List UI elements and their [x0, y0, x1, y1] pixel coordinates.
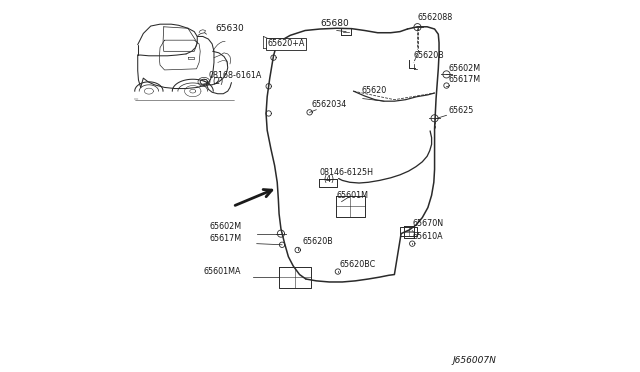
Text: 65670N: 65670N [412, 219, 444, 228]
Text: J656007N: J656007N [453, 356, 497, 365]
Text: (4): (4) [323, 175, 334, 184]
Text: 08146-6125H: 08146-6125H [319, 168, 373, 177]
Text: 65617M: 65617M [209, 234, 241, 243]
Text: 65602M: 65602M [209, 222, 241, 231]
Text: 65617M: 65617M [449, 75, 481, 84]
Text: 65620+A: 65620+A [267, 39, 305, 48]
Text: 65601MA: 65601MA [204, 267, 241, 276]
Text: 65630: 65630 [215, 25, 244, 33]
Text: 65625: 65625 [449, 106, 474, 115]
Text: 65680: 65680 [321, 19, 349, 28]
Text: 65601M: 65601M [337, 191, 369, 200]
Text: 08168-6161A: 08168-6161A [209, 71, 262, 80]
Text: 6562088: 6562088 [417, 13, 452, 22]
Text: (2): (2) [212, 77, 223, 86]
Text: S: S [202, 79, 207, 85]
Text: 65620BC: 65620BC [339, 260, 376, 269]
Text: 65620B: 65620B [413, 51, 445, 60]
Text: 65602M: 65602M [449, 64, 481, 73]
Text: 6562034: 6562034 [312, 100, 347, 109]
Text: 65610A: 65610A [412, 232, 443, 241]
Text: 65620: 65620 [362, 86, 387, 95]
Text: 65620B: 65620B [302, 237, 333, 246]
